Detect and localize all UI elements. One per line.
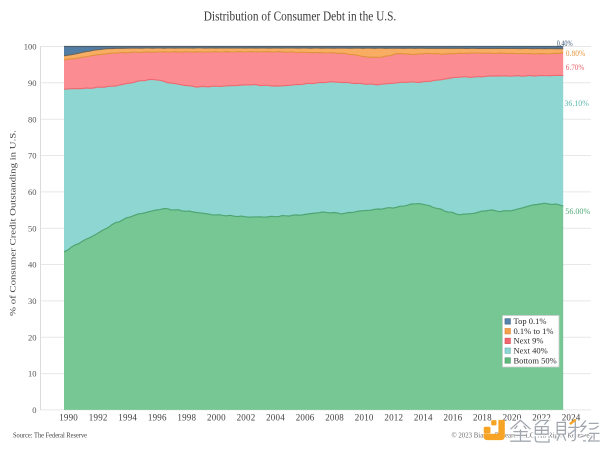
svg-text:2010: 2010 [355, 412, 374, 422]
svg-text:20: 20 [28, 332, 37, 342]
svg-text:Distribution of Consumer Debt: Distribution of Consumer Debt in the U.S… [204, 9, 397, 24]
svg-text:6.70%: 6.70% [566, 63, 585, 72]
svg-text:70: 70 [28, 151, 37, 161]
svg-text:50: 50 [28, 223, 37, 233]
svg-text:0.80%: 0.80% [566, 49, 586, 58]
svg-text:1990: 1990 [59, 412, 78, 422]
svg-text:0: 0 [32, 405, 36, 415]
svg-text:2000: 2000 [207, 412, 226, 422]
svg-text:1994: 1994 [118, 412, 137, 422]
svg-text:Bottom 50%: Bottom 50% [514, 355, 557, 365]
svg-text:2004: 2004 [266, 412, 285, 422]
svg-text:2014: 2014 [414, 412, 433, 422]
svg-text:0.40%: 0.40% [557, 39, 573, 48]
svg-text:60: 60 [28, 187, 37, 197]
svg-text:100: 100 [24, 42, 37, 52]
svg-text:10: 10 [28, 369, 37, 379]
svg-text:2018: 2018 [473, 412, 492, 422]
svg-text:2022: 2022 [532, 412, 551, 422]
svg-text:0.1% to 1%: 0.1% to 1% [514, 326, 554, 336]
svg-text:1996: 1996 [148, 412, 167, 422]
svg-text:2020: 2020 [503, 412, 522, 422]
svg-text:2008: 2008 [325, 412, 344, 422]
svg-text:56.00%: 56.00% [565, 207, 590, 216]
svg-text:2012: 2012 [384, 412, 403, 422]
svg-text:Next 9%: Next 9% [514, 336, 544, 346]
svg-text:2024: 2024 [562, 412, 581, 422]
svg-text:1992: 1992 [89, 412, 108, 422]
svg-text:Source: The Federal Reserve: Source: The Federal Reserve [13, 430, 87, 439]
svg-text:30: 30 [28, 296, 37, 306]
svg-text:1998: 1998 [177, 412, 196, 422]
svg-text:% of Consumer Credit Outstandi: % of Consumer Credit Outstanding in U.S. [8, 130, 18, 316]
svg-text:36.10%: 36.10% [564, 99, 589, 108]
svg-text:2006: 2006 [296, 412, 315, 422]
svg-text:Top 0.1%: Top 0.1% [514, 316, 547, 326]
svg-text:2016: 2016 [444, 412, 463, 422]
svg-text:40: 40 [28, 260, 37, 270]
svg-text:80: 80 [28, 114, 37, 124]
svg-text:Next 40%: Next 40% [514, 346, 548, 356]
svg-text:2002: 2002 [237, 412, 256, 422]
svg-text:90: 90 [28, 78, 37, 88]
